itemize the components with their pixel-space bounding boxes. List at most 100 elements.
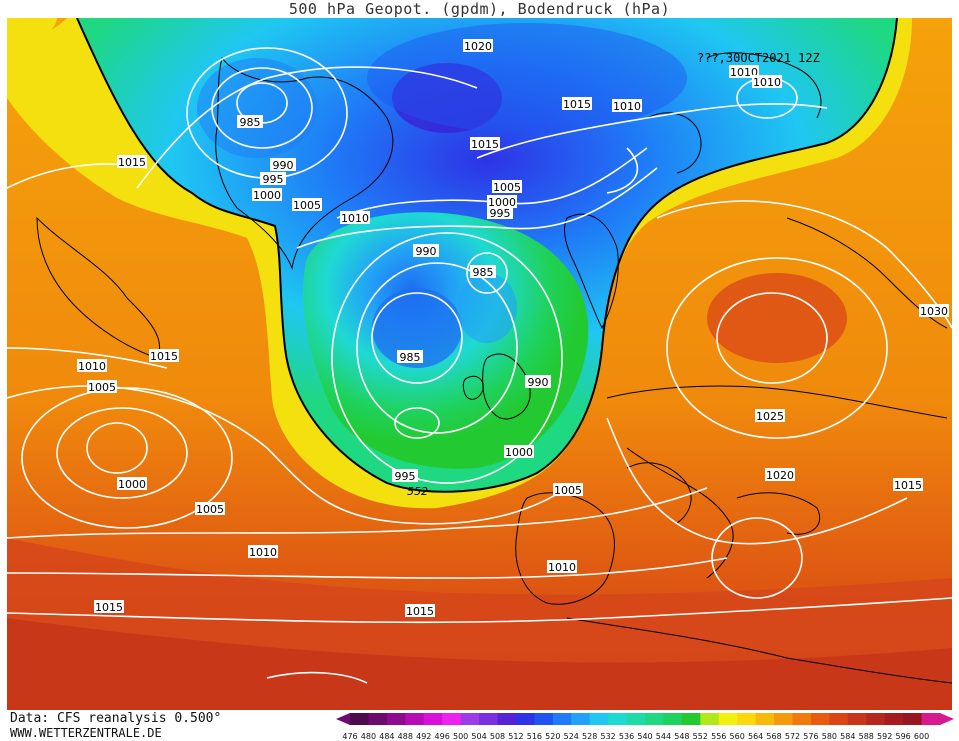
legend-color-box bbox=[663, 713, 683, 725]
isobar-label: 1010 bbox=[729, 65, 759, 79]
isobar-label: 995 bbox=[487, 206, 513, 220]
svg-text:1005: 1005 bbox=[88, 381, 116, 394]
isobar-label: 1005 bbox=[195, 502, 225, 516]
legend-color-box bbox=[479, 713, 498, 725]
svg-text:1000: 1000 bbox=[118, 478, 146, 491]
legend-tick-label: 508 bbox=[490, 732, 505, 741]
isobar-label: 990 bbox=[413, 244, 439, 258]
isobar-label: 1010 bbox=[248, 545, 278, 559]
legend-tick-label: 480 bbox=[361, 732, 376, 741]
legend-color-box bbox=[515, 713, 535, 725]
legend-color-box bbox=[829, 713, 849, 725]
isobar-label: 1000 bbox=[252, 188, 282, 202]
legend-color-box bbox=[386, 713, 406, 725]
legend-color-box bbox=[884, 713, 904, 725]
svg-text:1010: 1010 bbox=[78, 360, 106, 373]
warm-ridge-east bbox=[707, 273, 847, 363]
isobar-label: 995 bbox=[392, 469, 418, 483]
svg-text:1020: 1020 bbox=[766, 469, 794, 482]
legend-tick-label: 524 bbox=[564, 732, 579, 741]
run-label: ???,30OCT2021 12Z bbox=[697, 51, 820, 65]
legend-color-box bbox=[571, 713, 591, 725]
legend-color-box bbox=[608, 713, 628, 725]
legend-tick-label: 564 bbox=[748, 732, 763, 741]
legend-color-box bbox=[718, 713, 738, 725]
isobar-label: 995 bbox=[260, 172, 286, 186]
legend-tick-label: 544 bbox=[656, 732, 671, 741]
isobar-label: 1005 bbox=[292, 198, 322, 212]
isobar-label: 1020 bbox=[765, 468, 795, 482]
trough-blue-2 bbox=[457, 273, 517, 343]
isobar-label: 985 bbox=[237, 115, 263, 129]
legend-tick-label: 548 bbox=[674, 732, 689, 741]
svg-text:1005: 1005 bbox=[493, 181, 521, 194]
legend-color-box bbox=[497, 713, 517, 725]
svg-text:1010: 1010 bbox=[613, 100, 641, 113]
legend-tick-label: 552 bbox=[693, 732, 708, 741]
legend-tick-label: 516 bbox=[527, 732, 542, 741]
isobar-label: 1015 bbox=[94, 600, 124, 614]
isobar-label: 1015 bbox=[405, 604, 435, 618]
isobar-label: 1010 bbox=[340, 211, 370, 225]
data-source: Data: CFS reanalysis 0.500° bbox=[10, 711, 222, 726]
isobar-label: 1015 bbox=[893, 478, 923, 492]
isobar-label: 1015 bbox=[562, 97, 592, 111]
legend-tick-label: 588 bbox=[859, 732, 874, 741]
legend-tick-label: 532 bbox=[600, 732, 615, 741]
isobar-label: 1000 bbox=[487, 195, 517, 209]
north-deep-low bbox=[392, 63, 502, 133]
contour-552-label: 552 bbox=[407, 485, 428, 498]
legend-tick-label: 600 bbox=[914, 732, 929, 741]
yellow-west bbox=[7, 18, 57, 78]
legend-tick-label: 484 bbox=[379, 732, 394, 741]
legend-tick-label: 540 bbox=[637, 732, 652, 741]
nw-blue bbox=[197, 58, 317, 158]
legend-tick-label: 596 bbox=[895, 732, 910, 741]
coastlines bbox=[36, 52, 952, 684]
legend-tick-label: 536 bbox=[619, 732, 634, 741]
isobars bbox=[7, 47, 952, 684]
svg-text:990: 990 bbox=[273, 159, 294, 172]
isobar-label: 985 bbox=[470, 265, 496, 279]
svg-text:1010: 1010 bbox=[341, 212, 369, 225]
isobar-label: 1010 bbox=[547, 560, 577, 574]
legend-color-box bbox=[423, 713, 443, 725]
legend-tick-label: 504 bbox=[471, 732, 486, 741]
isobar-label: 1015 bbox=[149, 349, 179, 363]
legend-color-box bbox=[405, 713, 425, 725]
svg-text:1015: 1015 bbox=[471, 138, 499, 151]
legend-color-box bbox=[847, 713, 867, 725]
contour-552 bbox=[76, 18, 898, 493]
isobar-label: 990 bbox=[525, 375, 551, 389]
trough-blue bbox=[372, 288, 462, 368]
svg-text:1015: 1015 bbox=[563, 98, 591, 111]
legend-color-box bbox=[866, 713, 886, 725]
legend-color-box bbox=[442, 713, 462, 725]
svg-text:1010: 1010 bbox=[249, 546, 277, 559]
svg-text:1015: 1015 bbox=[894, 479, 922, 492]
legend-color-box bbox=[552, 713, 572, 725]
isobar-label: 1010 bbox=[612, 99, 642, 113]
legend-tick-label: 476 bbox=[342, 732, 357, 741]
legend-tick-label: 568 bbox=[766, 732, 781, 741]
legend-color-box bbox=[792, 713, 812, 725]
svg-text:1015: 1015 bbox=[118, 156, 146, 169]
legend-tick-label: 584 bbox=[840, 732, 855, 741]
legend-tick-label: 496 bbox=[435, 732, 450, 741]
isobar-label: 1010 bbox=[752, 75, 782, 89]
svg-text:990: 990 bbox=[528, 376, 549, 389]
isobar-label: 1020 bbox=[463, 39, 493, 53]
legend-labels: 476 480 484 488 492 496 500 504 508 512 516 520 524 5… bbox=[342, 732, 929, 741]
svg-text:1015: 1015 bbox=[150, 350, 178, 363]
svg-text:1015: 1015 bbox=[95, 601, 123, 614]
legend-tick-label: 520 bbox=[545, 732, 560, 741]
isobar-label: 1000 bbox=[504, 445, 534, 459]
isobar-label: 1015 bbox=[470, 137, 500, 151]
svg-text:1020: 1020 bbox=[464, 40, 492, 53]
legend-arrow-left bbox=[336, 713, 350, 725]
isobar-label: 1005 bbox=[553, 483, 583, 497]
isobar-label: 1010 bbox=[77, 359, 107, 373]
svg-text:1025: 1025 bbox=[756, 410, 784, 423]
svg-text:1005: 1005 bbox=[196, 503, 224, 516]
legend-tick-label: 500 bbox=[453, 732, 468, 741]
